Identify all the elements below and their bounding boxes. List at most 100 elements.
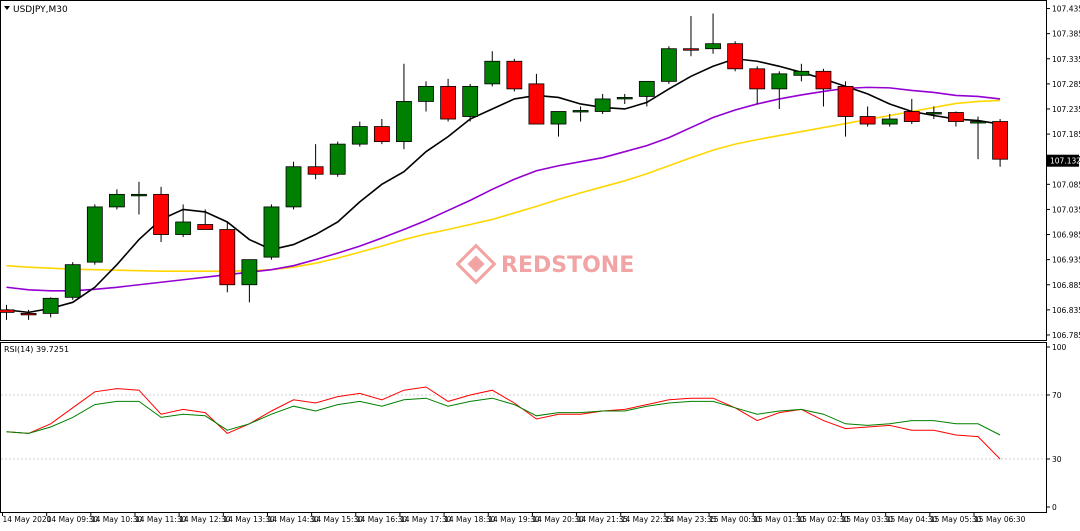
rsi-main-line	[6, 386, 1001, 460]
candle-body	[175, 221, 192, 235]
bull-candle	[925, 106, 942, 120]
candle-body	[705, 43, 721, 50]
time-tick-label: 14 May 18:30	[444, 515, 496, 524]
current-price-label: 107.132	[1050, 157, 1080, 166]
price-tick-label: 107.285	[1052, 80, 1080, 89]
bull-candle	[42, 297, 59, 318]
rsi-signal-line	[6, 397, 1001, 436]
candle-body	[373, 126, 390, 143]
time-tick-label: 14 May 12:30	[179, 515, 231, 524]
candle-body	[837, 85, 854, 117]
time-tick-label: 14 May 15:30	[312, 515, 364, 524]
bull-candle	[881, 114, 898, 127]
candle-body	[329, 143, 346, 175]
bull-candle	[109, 189, 125, 210]
candle-body	[64, 264, 81, 298]
dropdown-arrow-icon[interactable]	[4, 6, 10, 10]
bull-candle	[175, 204, 192, 238]
candle-body	[572, 110, 589, 113]
candle-body	[219, 229, 236, 286]
candle-body	[263, 206, 280, 258]
time-tick-label: 14 May 22:35	[621, 515, 673, 524]
price-tick-label: 106.785	[1052, 331, 1080, 340]
bull-candle	[64, 262, 81, 300]
bear-candle	[219, 221, 236, 293]
bear-candle	[440, 78, 457, 122]
time-tick-label: 14 May 20:30	[532, 515, 584, 524]
candle-body	[550, 111, 567, 125]
candle-body	[859, 116, 876, 125]
time-tick-label: 14 May 14:30	[267, 515, 319, 524]
time-tick-label: 14 May 13:30	[223, 515, 275, 524]
time-tick-label: 14 May 23:35	[665, 515, 717, 524]
bull-candle	[550, 111, 567, 137]
candle-body	[903, 111, 920, 122]
candle-body	[0, 309, 15, 313]
time-tick-label: 14 May 09:30	[47, 515, 99, 524]
bear-candle	[859, 106, 876, 127]
bull-candle	[86, 204, 103, 265]
candle-body	[970, 121, 986, 124]
bull-candle	[396, 63, 412, 150]
candle-body	[307, 166, 324, 175]
candle-body	[86, 206, 103, 263]
rsi-lines	[6, 386, 1001, 460]
bear-candle	[683, 16, 699, 57]
bull-candle	[572, 106, 589, 122]
rsi-tick-label: 100	[1052, 343, 1067, 352]
candle-body	[881, 118, 898, 125]
bull-candle	[285, 161, 302, 210]
bull-candle	[638, 80, 655, 107]
ma-fast-line	[6, 57, 1001, 314]
candle-body	[241, 259, 258, 286]
bear-candle	[948, 111, 964, 127]
candle-body	[925, 112, 942, 115]
candle-body	[197, 224, 214, 230]
time-tick-label: 15 May 06:30	[974, 515, 1026, 524]
time-tick-label: 14 May 11:30	[135, 515, 187, 524]
bear-candle	[307, 144, 324, 180]
candle-body	[484, 60, 501, 85]
candle-body	[594, 98, 611, 112]
price-panel[interactable]	[0, 0, 1047, 341]
candle-body	[992, 121, 1008, 160]
bear-candle	[727, 41, 744, 72]
price-tick-label: 107.085	[1052, 180, 1080, 189]
bull-candle	[616, 93, 633, 104]
candle-body	[285, 166, 302, 208]
time-tick-label: 14 May 21:35	[577, 515, 629, 524]
bull-candle	[771, 71, 788, 109]
bull-candle	[263, 204, 280, 260]
time-tick-label: 14 May 10:30	[91, 515, 143, 524]
rsi-panel[interactable]	[0, 342, 1047, 513]
candle-body	[440, 85, 457, 120]
candle-body	[948, 112, 964, 122]
price-tick-label: 107.235	[1052, 105, 1080, 114]
bear-candle	[528, 73, 545, 125]
rsi-tick-label: 30	[1052, 455, 1062, 464]
time-tick-label: 14 May 16:30	[356, 515, 408, 524]
candle-body	[616, 97, 633, 100]
time-tick-label: 15 May 05:30	[930, 515, 982, 524]
bull-candle	[351, 121, 368, 147]
bull-candle	[594, 93, 611, 114]
price-tick-label: 107.435	[1052, 5, 1080, 14]
candle-body	[462, 85, 479, 117]
candle-body	[771, 73, 788, 90]
chart-title: USDJPY,M30	[13, 5, 68, 15]
bear-candle	[506, 58, 523, 92]
current-price-tag: 107.132	[1047, 154, 1080, 167]
candles	[0, 13, 1008, 320]
ma-mid-line	[6, 86, 1001, 292]
time-tick-label: 15 May 04:30	[886, 515, 938, 524]
bear-candle	[0, 304, 15, 320]
price-tick-label: 106.835	[1052, 306, 1080, 315]
candle-body	[793, 70, 810, 76]
rsi-tick-label: 70	[1052, 391, 1062, 400]
time-tick-label: 14 May 19:30	[488, 515, 540, 524]
time-tick-label: 14 May 17:30	[400, 515, 452, 524]
price-tick-label: 106.985	[1052, 231, 1080, 240]
rsi-label: RSI(14) 39.7251	[4, 345, 69, 354]
